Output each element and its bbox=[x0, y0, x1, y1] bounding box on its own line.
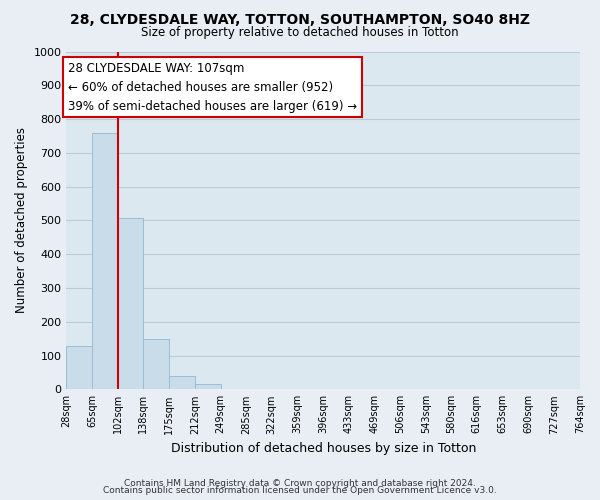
Y-axis label: Number of detached properties: Number of detached properties bbox=[15, 128, 28, 314]
Text: Contains public sector information licensed under the Open Government Licence v3: Contains public sector information licen… bbox=[103, 486, 497, 495]
Bar bbox=[118, 218, 143, 390]
Bar bbox=[195, 384, 221, 390]
Text: Size of property relative to detached houses in Totton: Size of property relative to detached ho… bbox=[141, 26, 459, 39]
Text: 28, CLYDESDALE WAY, TOTTON, SOUTHAMPTON, SO40 8HZ: 28, CLYDESDALE WAY, TOTTON, SOUTHAMPTON,… bbox=[70, 12, 530, 26]
Bar bbox=[92, 132, 118, 390]
Bar bbox=[169, 376, 195, 390]
Bar bbox=[143, 338, 169, 390]
X-axis label: Distribution of detached houses by size in Totton: Distribution of detached houses by size … bbox=[170, 442, 476, 455]
Bar bbox=[67, 346, 92, 390]
Text: 28 CLYDESDALE WAY: 107sqm
← 60% of detached houses are smaller (952)
39% of semi: 28 CLYDESDALE WAY: 107sqm ← 60% of detac… bbox=[68, 62, 357, 112]
Text: Contains HM Land Registry data © Crown copyright and database right 2024.: Contains HM Land Registry data © Crown c… bbox=[124, 478, 476, 488]
